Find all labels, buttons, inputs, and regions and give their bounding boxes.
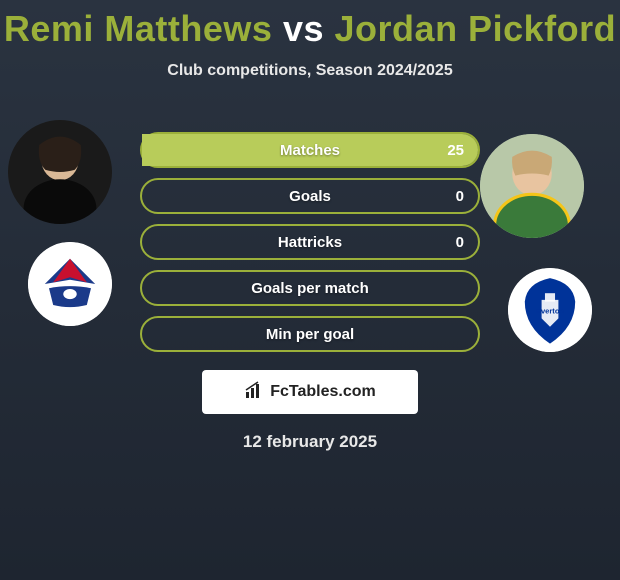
bar-label: Hattricks xyxy=(278,234,342,251)
bar-value-right: 0 xyxy=(456,188,464,205)
bar-label: Min per goal xyxy=(266,326,354,343)
stat-bar: Matches 25 xyxy=(140,132,480,168)
stat-bar: Goals 0 xyxy=(140,178,480,214)
player1-club-badge xyxy=(28,242,112,326)
stat-bar: Min per goal xyxy=(140,316,480,352)
bar-label: Goals xyxy=(289,188,331,205)
date-label: 12 february 2025 xyxy=(0,432,620,452)
bar-label: Goals per match xyxy=(251,280,369,297)
subtitle: Club competitions, Season 2024/2025 xyxy=(0,62,620,80)
player2-club-badge: Everton xyxy=(508,268,592,352)
bar-value-right: 25 xyxy=(447,142,464,159)
source-label: FcTables.com xyxy=(270,383,376,401)
source-badge: FcTables.com xyxy=(202,370,418,414)
chart-icon xyxy=(244,380,264,405)
player1-name: Remi Matthews xyxy=(4,8,273,49)
player2-name: Jordan Pickford xyxy=(335,8,617,49)
vs-text: vs xyxy=(283,8,324,49)
bar-value-right: 0 xyxy=(456,234,464,251)
svg-text:Everton: Everton xyxy=(536,306,564,315)
comparison-title: Remi Matthews vs Jordan Pickford xyxy=(0,0,620,50)
player1-avatar xyxy=(8,120,112,224)
stat-bar: Goals per match xyxy=(140,270,480,306)
stat-bars: Matches 25 Goals 0 Hattricks 0 Goals per match… xyxy=(140,120,480,352)
player2-avatar xyxy=(480,134,584,238)
bar-label: Matches xyxy=(280,142,340,159)
content-area: Everton Matches 25 Goals 0 Hattricks 0 Goals p… xyxy=(0,120,620,452)
stat-bar: Hattricks 0 xyxy=(140,224,480,260)
